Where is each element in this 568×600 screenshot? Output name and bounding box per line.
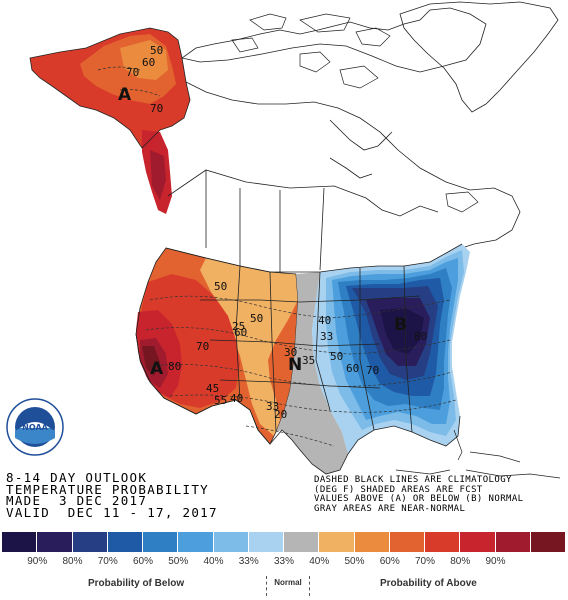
contour-labels: 50 60 70 70 50 60 70 80 40 33 50 40 50 6… — [126, 44, 427, 421]
legend-percent-label-6: 33% — [238, 556, 259, 567]
noaa-logo-text: NOAA — [22, 423, 48, 432]
w-label-80: 80 — [168, 360, 181, 373]
alaska-above-letter: A — [118, 85, 132, 105]
legend-swatch-1 — [37, 532, 73, 552]
legend: 90% 80% 70% 60% 50% 40% 33% 33% 40% 50% 60% 70% 80% 9… — [0, 532, 568, 600]
legend-swatch-3 — [107, 532, 143, 552]
note-line-4: GRAY AREAS ARE NEAR-NORMAL — [314, 503, 466, 514]
us-outline — [135, 243, 463, 475]
legend-swatch-2 — [72, 532, 108, 552]
clim-label-45: 45 — [206, 382, 219, 395]
near-normal-letter: N — [288, 355, 302, 375]
w-label-60: 60 — [234, 326, 247, 339]
e-label-80: 80 — [414, 330, 427, 343]
ak-label-50: 50 — [150, 44, 163, 57]
w-label-50b: 50 — [214, 280, 227, 293]
legend-swatch-6 — [213, 532, 249, 552]
outlook-map: 50 60 70 70 50 60 70 80 40 33 50 40 50 6… — [29, 1, 561, 479]
legend-percent-label-10: 60% — [379, 556, 400, 567]
ak-label-70b: 70 — [150, 102, 163, 115]
alaska-region — [29, 27, 191, 214]
category-letters: A A B N — [118, 85, 407, 379]
legend-percent-label-4: 50% — [168, 556, 189, 567]
legend-percent-label-8: 40% — [309, 556, 330, 567]
ak-label-60: 60 — [142, 56, 155, 69]
note-line-1: DASHED BLACK LINES ARE CLIMATOLOGY — [314, 475, 512, 485]
caribbean-outline — [395, 429, 561, 479]
legend-swatches — [2, 532, 566, 552]
legend-swatch-10 — [354, 532, 390, 552]
title-block: 8-14 DAY OUTLOOK TEMPERATURE PROBABILITY… — [6, 472, 236, 518]
east-below-letter: B — [394, 315, 407, 335]
title-line-1: 8-14 DAY OUTLOOK — [6, 470, 148, 485]
title-line-3: MADE 3 DEC 2017 — [6, 493, 148, 508]
climatology-lines — [145, 295, 457, 447]
legend-percent-label-7: 33% — [273, 556, 294, 567]
note-block: DASHED BLACK LINES ARE CLIMATOLOGY (DEG … — [314, 475, 564, 514]
e-label-60: 60 — [346, 362, 359, 375]
clim-label-35: 35 — [302, 354, 315, 367]
legend-below-label: Probability of Below — [88, 578, 185, 589]
note-line-3: VALUES ABOVE (A) OR BELOW (B) NORMAL — [314, 494, 524, 504]
w-label-70: 70 — [196, 340, 209, 353]
legend-swatch-9 — [319, 532, 355, 552]
legend-swatch-11 — [389, 532, 425, 552]
w-label-50: 50 — [250, 312, 263, 325]
w-label-40: 40 — [230, 392, 243, 405]
title-line-2: TEMPERATURE PROBABILITY — [6, 481, 209, 497]
legend-swatch-12 — [425, 532, 461, 552]
ak-label-70a: 70 — [126, 66, 139, 79]
note-line-2: (DEG F) SHADED AREAS ARE FCST — [314, 484, 483, 495]
legend-swatch-8 — [284, 532, 320, 552]
west-above-letter: A — [150, 359, 164, 379]
legend-swatch-5 — [178, 532, 214, 552]
w-label-33: 33 — [266, 400, 279, 413]
legend-percent-label-13: 90% — [485, 556, 506, 567]
legend-above-label: Probability of Above — [380, 578, 477, 589]
legend-swatch-13 — [460, 532, 496, 552]
legend-percent-label-2: 70% — [97, 556, 118, 567]
west-above-region — [135, 247, 299, 445]
clim-label-20: 20 — [274, 408, 287, 421]
arctic-islands — [231, 13, 479, 213]
e-label-70: 70 — [366, 364, 379, 377]
legend-swatch-0 — [2, 532, 38, 552]
e-label-40: 40 — [318, 314, 331, 327]
legend-percent-label-11: 70% — [414, 556, 435, 567]
near-normal-region — [276, 272, 348, 474]
legend-percent-label-0: 90% — [27, 556, 48, 567]
legend-swatch-7 — [248, 532, 284, 552]
canada-outline — [167, 7, 521, 272]
legend-percent-label-5: 40% — [203, 556, 224, 567]
legend-swatch-15 — [530, 532, 566, 552]
legend-percent-label-3: 60% — [132, 556, 153, 567]
legend-normal-label: Normal — [266, 576, 310, 596]
clim-label-30: 30 — [284, 346, 297, 359]
noaa-logo: NOAA — [6, 398, 64, 456]
legend-swatch-14 — [495, 532, 531, 552]
clim-label-55: 55 — [214, 394, 227, 407]
greenland-outline — [399, 1, 559, 113]
e-label-50: 50 — [330, 350, 343, 363]
clim-label-25: 25 — [232, 320, 245, 333]
title-line-4: VALID DEC 11 - 17, 2017 — [6, 504, 218, 520]
legend-percent-label-9: 50% — [344, 556, 365, 567]
legend-percent-label-1: 80% — [62, 556, 83, 567]
legend-percent-label-12: 80% — [450, 556, 471, 567]
e-label-33: 33 — [320, 330, 333, 343]
legend-swatch-4 — [143, 532, 179, 552]
